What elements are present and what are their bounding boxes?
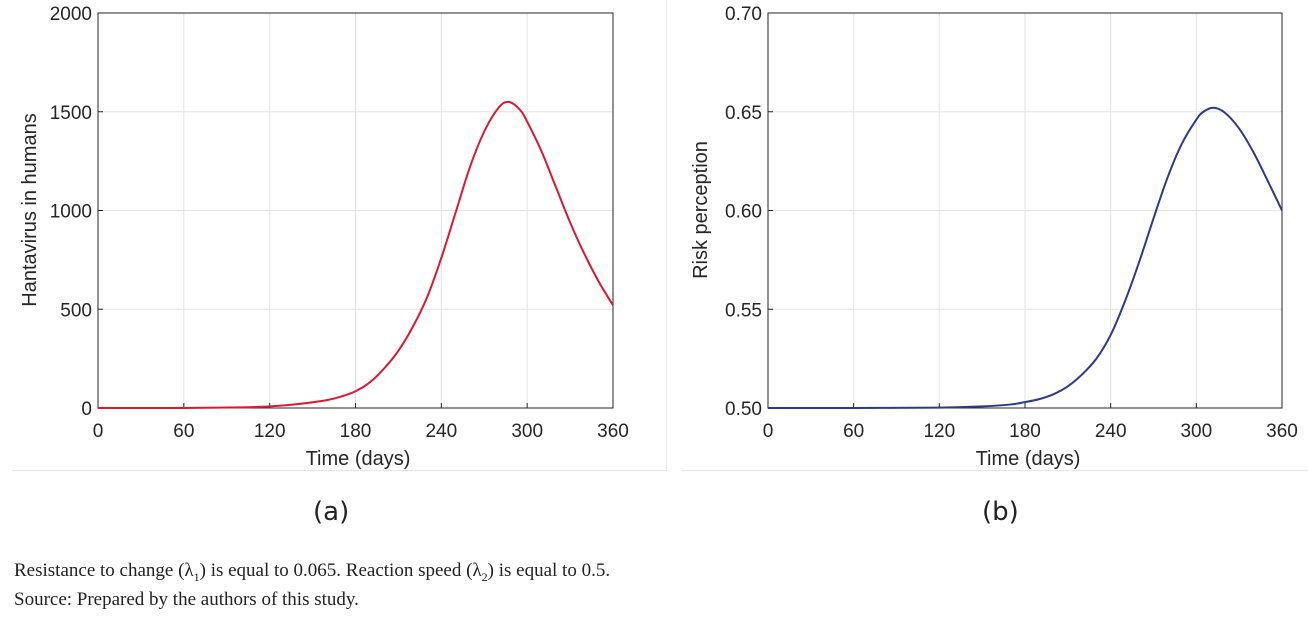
- caption-text-1b: ) is equal to 0.065. Reaction speed (λ: [199, 560, 482, 581]
- caption-text-1c: ) is equal to 0.5.: [487, 560, 611, 581]
- x-tick-label: 240: [425, 421, 457, 442]
- caption-parameters: Resistance to change (λ1) is equal to 0.…: [14, 560, 610, 585]
- x-tick-label: 360: [597, 421, 629, 442]
- y-tick-label: 1000: [50, 202, 92, 223]
- x-tick-label: 180: [1009, 421, 1041, 442]
- caption-source: Source: Prepared by the authors of this …: [14, 589, 359, 610]
- y-tick-label: 500: [60, 300, 92, 321]
- caption-sub-2: 2: [481, 569, 488, 584]
- y-tick-label: 1500: [50, 103, 92, 124]
- chart-a: 0 60 120 180 240 300 360 0 500 1000 1500 2000 Time (…: [19, 4, 629, 470]
- y-tick-label: 0: [81, 399, 92, 420]
- y-axis-label: Risk perception: [690, 141, 712, 279]
- y-tick-label: 0.50: [725, 399, 762, 420]
- x-tick-label: 360: [1266, 421, 1298, 442]
- x-tick-label: 0: [93, 421, 104, 442]
- x-tick-label: 120: [923, 421, 955, 442]
- x-tick-label: 300: [511, 421, 543, 442]
- y-tick-label: 2000: [50, 4, 92, 25]
- x-axis-label: Time (days): [976, 448, 1081, 470]
- y-tick-label: 0.70: [725, 4, 762, 25]
- y-tick-label: 0.60: [725, 202, 762, 223]
- x-tick-label: 180: [340, 421, 372, 442]
- panel-label-b: (b): [982, 497, 1019, 527]
- x-tick-label: 60: [173, 421, 194, 442]
- caption-sub-1: 1: [193, 569, 200, 584]
- chart-panel-a-frame: [12, 0, 667, 471]
- caption-text-1a: Resistance to change (λ: [14, 560, 194, 581]
- chart-b: 0 60 120 180 240 300 360 0.50 0.55 0.60 0.65 0.70 Ti…: [690, 4, 1298, 470]
- series-line: [767, 106, 1283, 410]
- y-tick-label: 0.65: [725, 103, 762, 124]
- x-axis-label: Time (days): [306, 448, 411, 470]
- x-tick-label: 300: [1180, 421, 1212, 442]
- series-line: [97, 100, 614, 410]
- y-tick-label: 0.55: [725, 300, 762, 321]
- panel-label-a: (a): [313, 497, 350, 527]
- x-tick-label: 0: [763, 421, 774, 442]
- y-axis-label: Hantavirus in humans: [19, 113, 41, 306]
- x-tick-label: 240: [1095, 421, 1127, 442]
- x-tick-label: 60: [843, 421, 864, 442]
- x-tick-label: 120: [254, 421, 286, 442]
- chart-panel-b-frame: [682, 0, 1308, 471]
